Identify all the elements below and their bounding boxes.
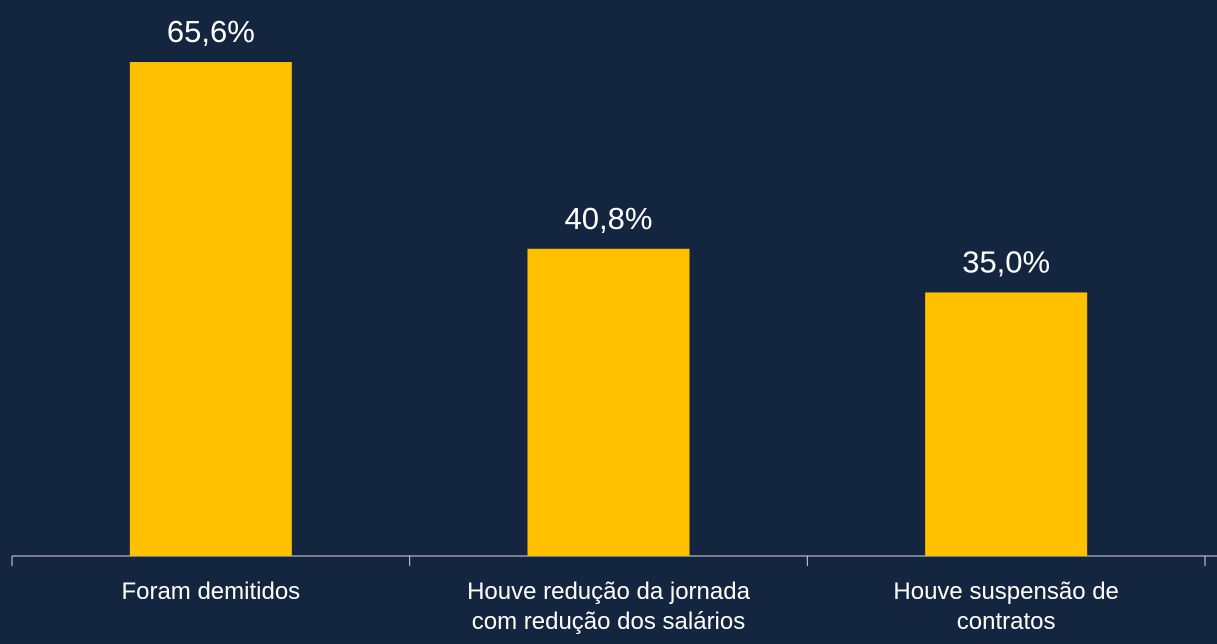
x-tick-label: Foram demitidos <box>121 578 301 605</box>
bar <box>527 248 690 556</box>
data-label: 35,0% <box>962 244 1050 279</box>
x-tick-label: Houve suspensão de contratos <box>893 578 1119 635</box>
x-tick-label: Houve redução da jornada com redução dos… <box>467 578 750 635</box>
bar <box>129 62 292 556</box>
data-label: 40,8% <box>565 201 653 236</box>
data-label: 65,6% <box>167 14 255 49</box>
bar <box>925 292 1088 556</box>
